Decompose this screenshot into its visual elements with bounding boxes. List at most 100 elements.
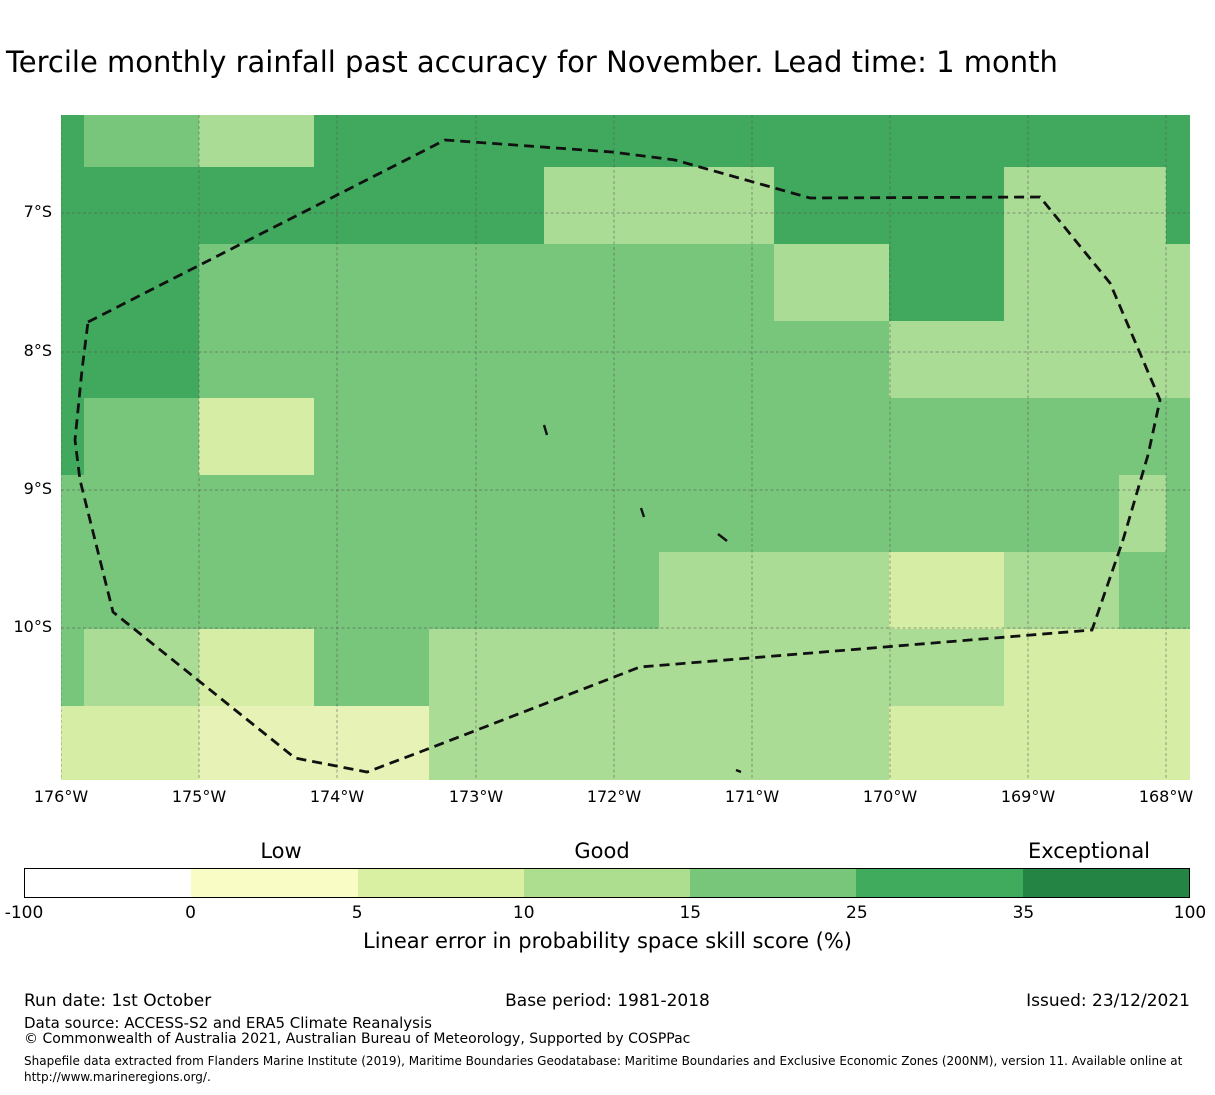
map-cell — [429, 552, 545, 630]
map-cell — [84, 398, 200, 476]
map-cell — [1119, 706, 1167, 780]
map-cell — [544, 167, 660, 245]
colorbar-segment — [1022, 869, 1189, 897]
map-cell — [544, 321, 660, 399]
map-cell — [1166, 398, 1190, 476]
colorbar-tick-label: 15 — [679, 903, 702, 923]
map-cell — [1166, 475, 1190, 553]
map-cell — [889, 398, 1005, 476]
map-cell — [84, 552, 200, 630]
map-cell — [544, 398, 660, 476]
map-cell — [774, 706, 890, 780]
y-tick-label: 10°S — [13, 617, 52, 636]
colorbar-tick-label: 10 — [512, 903, 535, 923]
map-cell — [1166, 115, 1190, 168]
map-cell — [314, 475, 430, 553]
map-cell — [84, 167, 200, 245]
map-cell — [61, 629, 85, 707]
map-cell — [199, 706, 315, 780]
colorbar-segment — [856, 869, 1023, 897]
map-cell — [774, 475, 890, 553]
map-cell — [544, 475, 660, 553]
map-cell — [84, 321, 200, 399]
map-cell — [659, 475, 775, 553]
x-tick-label: 173°W — [448, 787, 504, 806]
map-cell — [429, 321, 545, 399]
map-cell — [659, 167, 775, 245]
map-cell — [774, 244, 890, 322]
map-cell — [314, 115, 430, 168]
map-cell — [61, 552, 85, 630]
map-cell — [1119, 552, 1167, 630]
colorbar-segment — [690, 869, 857, 897]
map-cell — [314, 167, 430, 245]
map-cell — [429, 629, 545, 707]
shapefile-note-text: Shapefile data extracted from Flanders M… — [24, 1054, 1183, 1085]
map-cell — [84, 475, 200, 553]
base-period-text: Base period: 1981-2018 — [505, 991, 710, 1011]
colorbar-tick-label: -100 — [4, 903, 44, 923]
map-cell — [61, 706, 85, 780]
map-cell — [1119, 475, 1167, 553]
map-cell — [429, 244, 545, 322]
figure-title: Tercile monthly rainfall past accuracy f… — [6, 45, 1058, 79]
map-cell — [1004, 115, 1120, 168]
colorbar-segment — [523, 869, 691, 897]
y-tick-label: 9°S — [23, 479, 52, 498]
colorbar-caption: Linear error in probability space skill … — [363, 929, 852, 953]
map-cell — [774, 115, 890, 168]
map-cell — [314, 398, 430, 476]
map-cell — [314, 706, 430, 780]
map-cell — [1119, 321, 1167, 399]
map-cell — [544, 552, 660, 630]
map-cell — [1119, 244, 1167, 322]
map-cell — [1004, 552, 1120, 630]
map-cell — [1119, 398, 1167, 476]
map-cell — [774, 167, 890, 245]
map-cell — [889, 115, 1005, 168]
map-cell — [199, 321, 315, 399]
map-cell — [429, 167, 545, 245]
x-tick-label: 176°W — [33, 787, 89, 806]
colorbar-band-label: Exceptional — [1027, 839, 1151, 863]
map-cell — [314, 321, 430, 399]
issued-text: Issued: 23/12/2021 — [1026, 991, 1190, 1011]
map-cell — [544, 629, 660, 707]
map-cell — [61, 244, 85, 322]
map-cell — [659, 629, 775, 707]
x-tick-label: 168°W — [1138, 787, 1194, 806]
map-cell — [774, 552, 890, 630]
map-cell — [1119, 115, 1167, 168]
map-cell — [84, 115, 200, 168]
island-mark — [542, 424, 549, 436]
island-mark — [639, 507, 646, 518]
map-cell — [544, 244, 660, 322]
map-cell — [544, 115, 660, 168]
data-source-text: Data source: ACCESS-S2 and ERA5 Climate … — [24, 1014, 432, 1032]
x-tick-label: 170°W — [862, 787, 918, 806]
x-tick-label: 169°W — [1000, 787, 1056, 806]
map-cell — [659, 321, 775, 399]
island-mark — [735, 768, 742, 774]
map-cell — [659, 115, 775, 168]
map-cell — [1004, 398, 1120, 476]
map-cell — [889, 167, 1005, 245]
map-cell — [84, 706, 200, 780]
colorbar-band-label: Good — [574, 839, 630, 863]
map-cell — [1004, 706, 1120, 780]
map-cell — [889, 706, 1005, 780]
eez-boundary — [73, 138, 1162, 774]
colorbar-tick-label: 35 — [1012, 903, 1035, 923]
colorbar-segment — [191, 869, 358, 897]
map-cell — [1166, 321, 1190, 399]
map-cell — [889, 552, 1005, 630]
map-cell — [1166, 244, 1190, 322]
map-cell — [199, 475, 315, 553]
map-cell — [544, 706, 660, 780]
colorbar-tick-label: 25 — [846, 903, 868, 923]
colorbar-tick-label: 0 — [185, 903, 196, 923]
map-cell — [1004, 475, 1120, 553]
map-cell — [199, 398, 315, 476]
map-cell — [659, 552, 775, 630]
